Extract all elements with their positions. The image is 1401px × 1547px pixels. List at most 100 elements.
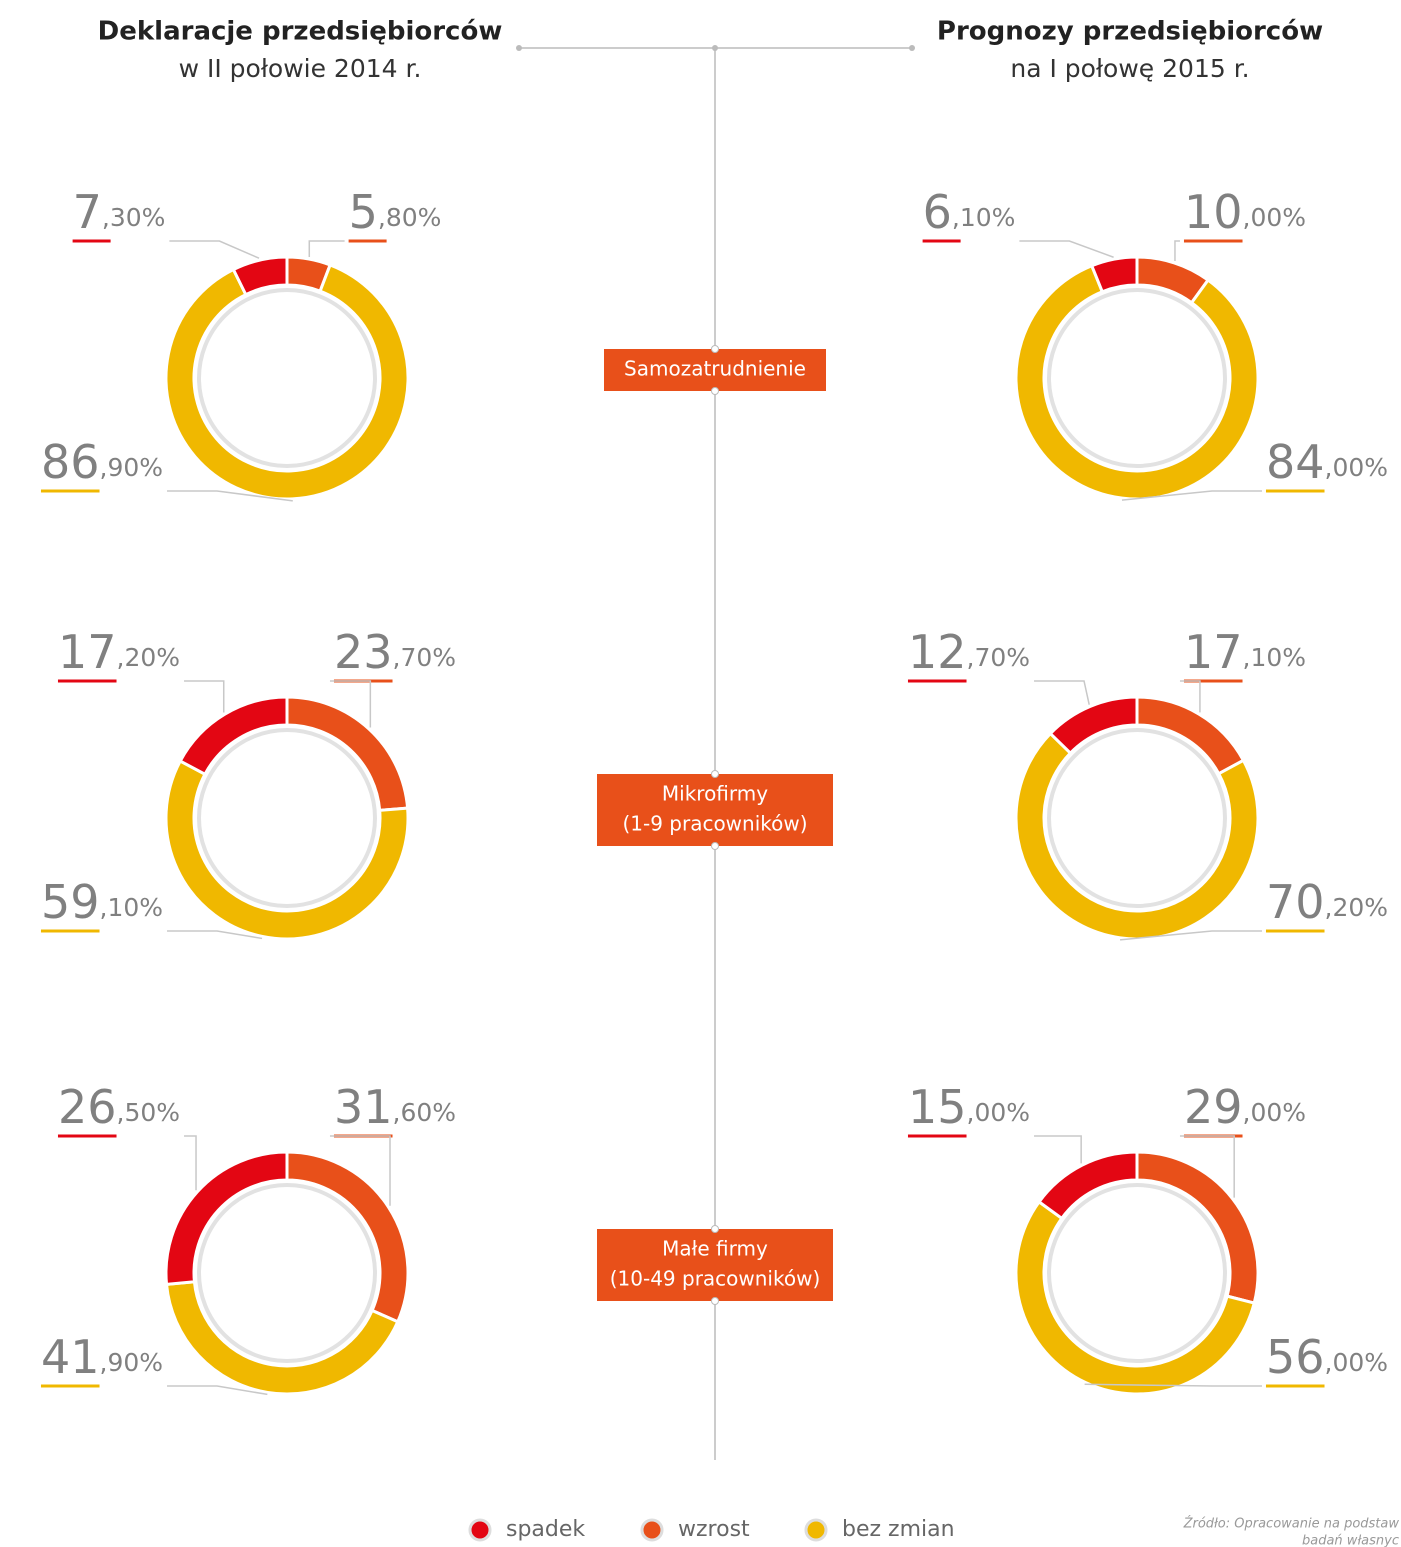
value-label-int: 17 — [1184, 625, 1243, 679]
value-label: 84,00% — [1266, 435, 1388, 489]
value-label-dec: ,10% — [1243, 643, 1307, 672]
column-title: Deklaracje przedsiębiorców — [98, 17, 503, 47]
value-label-dec: ,20% — [117, 643, 181, 672]
value-label-int: 12 — [908, 625, 967, 679]
value-label: 29,00% — [1184, 1080, 1306, 1134]
dot — [712, 1298, 719, 1305]
value-label-dec: ,20% — [1325, 893, 1389, 922]
value-label-int: 15 — [908, 1080, 967, 1134]
group-label: (10-49 pracowników) — [610, 1267, 821, 1291]
value-label-dec: ,90% — [100, 1348, 164, 1377]
value-label-dec: ,10% — [952, 203, 1016, 232]
value-label-dec: ,00% — [1243, 203, 1307, 232]
dot — [516, 45, 522, 51]
value-label-int: 56 — [1266, 1330, 1325, 1384]
value-label: 15,00% — [908, 1080, 1030, 1134]
inner-ring — [199, 1185, 375, 1361]
value-label-int: 70 — [1266, 875, 1325, 929]
value-label: 86,90% — [41, 435, 163, 489]
dot — [712, 388, 719, 395]
leader-line — [184, 1136, 196, 1190]
value-label-dec: ,90% — [100, 453, 164, 482]
legend-label: spadek — [506, 1517, 585, 1542]
donut-segment — [1050, 697, 1137, 753]
value-label: 56,00% — [1266, 1330, 1388, 1384]
value-label-dec: ,00% — [1325, 1348, 1389, 1377]
donut-segment — [1137, 1152, 1258, 1303]
source: Źródło: Opracowanie na podstaw — [1183, 1516, 1400, 1532]
value-label-int: 86 — [41, 435, 100, 489]
value-label-dec: ,80% — [378, 203, 442, 232]
value-label: 7,30% — [73, 185, 166, 239]
value-label: 17,20% — [58, 625, 180, 679]
value-label-int: 59 — [41, 875, 100, 929]
value-label-dec: ,70% — [393, 643, 457, 672]
leader-line — [1034, 681, 1089, 705]
infographic: Deklaracje przedsiębiorców w II połowie … — [0, 0, 1401, 1547]
group-label: Małe firmy — [662, 1237, 768, 1261]
value-label: 41,90% — [41, 1330, 163, 1384]
value-label: 70,20% — [1266, 875, 1388, 929]
legend-marker — [642, 1520, 662, 1540]
value-label-int: 26 — [58, 1080, 117, 1134]
value-label-int: 10 — [1184, 185, 1243, 239]
value-label: 31,60% — [334, 1080, 456, 1134]
value-label-dec: ,00% — [967, 1098, 1031, 1127]
dot — [712, 1226, 719, 1233]
value-label-dec: ,60% — [393, 1098, 457, 1127]
donut-segment — [1137, 697, 1243, 774]
value-label: 59,10% — [41, 875, 163, 929]
value-label: 17,10% — [1184, 625, 1306, 679]
leader-line — [1175, 241, 1180, 261]
donut-segment — [1092, 257, 1137, 292]
inner-ring — [1049, 290, 1225, 466]
value-label: 10,00% — [1184, 185, 1306, 239]
value-label-dec: ,00% — [1325, 453, 1389, 482]
inner-ring — [199, 290, 375, 466]
value-label-int: 41 — [41, 1330, 100, 1384]
value-label-int: 31 — [334, 1080, 393, 1134]
value-label-int: 29 — [1184, 1080, 1243, 1134]
dot — [712, 843, 719, 850]
value-label: 6,10% — [923, 185, 1016, 239]
column-subtitle: w II połowie 2014 r. — [179, 54, 422, 83]
legend-label: bez zmian — [842, 1517, 955, 1542]
legend-marker — [806, 1520, 826, 1540]
dot — [712, 346, 719, 353]
value-label-int: 7 — [73, 185, 102, 239]
leader-line — [1034, 1136, 1081, 1163]
donut-segment — [166, 1152, 287, 1284]
inner-ring — [1049, 1185, 1225, 1361]
value-label-dec: ,10% — [100, 893, 164, 922]
value-label-int: 5 — [349, 185, 378, 239]
source: badań własnyc — [1302, 1534, 1399, 1547]
leader-line — [309, 241, 344, 257]
group-label: Mikrofirmy — [662, 782, 768, 806]
leader-line — [184, 681, 224, 713]
group-label: Samozatrudnienie — [624, 357, 806, 381]
value-label: 26,50% — [58, 1080, 180, 1134]
leader-line — [1019, 241, 1113, 257]
value-label: 5,80% — [349, 185, 442, 239]
column-subtitle: na I połowę 2015 r. — [1010, 54, 1249, 83]
group-label: (1-9 pracowników) — [622, 812, 807, 836]
dot — [909, 45, 915, 51]
legend-label: wzrost — [678, 1517, 750, 1542]
value-label-dec: ,70% — [967, 643, 1031, 672]
value-label-int: 17 — [58, 625, 117, 679]
inner-ring — [199, 730, 375, 906]
value-label-int: 84 — [1266, 435, 1325, 489]
column-title: Prognozy przedsiębiorców — [937, 17, 1323, 47]
value-label-int: 23 — [334, 625, 393, 679]
donut-segment — [166, 265, 408, 499]
leader-line — [169, 241, 259, 258]
value-label: 23,70% — [334, 625, 456, 679]
dot — [712, 45, 718, 51]
value-label-int: 6 — [923, 185, 952, 239]
value-label-dec: ,50% — [117, 1098, 181, 1127]
value-label: 12,70% — [908, 625, 1030, 679]
value-label-dec: ,00% — [1243, 1098, 1307, 1127]
legend-marker — [470, 1520, 490, 1540]
donut-segment — [180, 697, 287, 774]
value-label-dec: ,30% — [102, 203, 166, 232]
